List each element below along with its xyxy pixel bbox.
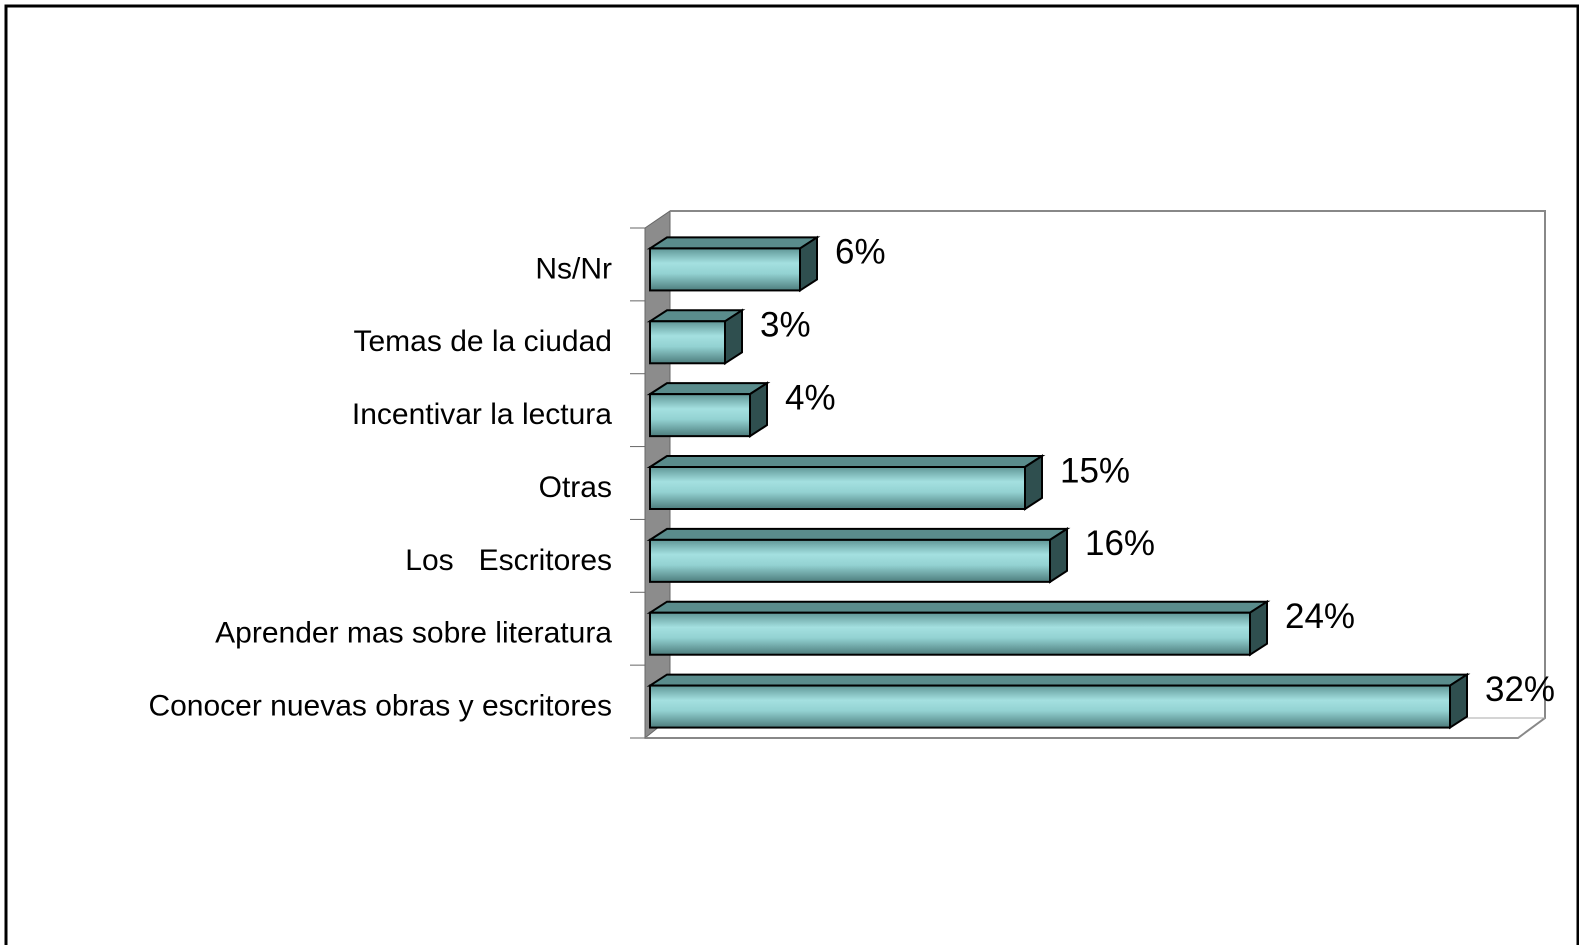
category-label: Incentivar la lectura (352, 398, 612, 431)
data-label: 6% (835, 233, 886, 272)
bar (649, 538, 1051, 583)
bar (649, 684, 1451, 729)
bar-top (646, 455, 1046, 468)
bar (649, 247, 801, 292)
bar-top (646, 600, 1271, 614)
bar (649, 466, 1026, 510)
bar-top (646, 236, 821, 250)
category-label: Otras (539, 471, 612, 504)
bar (649, 320, 726, 365)
category-label: Conocer nuevas obras y escritores (148, 689, 612, 722)
data-label: 32% (1485, 670, 1555, 709)
category-label: Los Escritores (405, 544, 612, 577)
category-label: Temas de la ciudad (354, 325, 613, 358)
category-label: Aprender mas sobre literatura (215, 617, 612, 650)
bar (649, 393, 751, 438)
bar-top (646, 382, 771, 396)
bar-top (646, 527, 1071, 541)
data-label: 15% (1060, 451, 1130, 490)
data-label: 3% (760, 306, 811, 345)
data-label: 4% (785, 378, 836, 417)
bar-top (646, 673, 1471, 687)
data-label: 24% (1285, 597, 1355, 636)
bar (649, 611, 1251, 656)
data-label: 16% (1085, 524, 1155, 563)
category-label: Ns/Nr (535, 252, 612, 285)
frame (4, 4, 1579, 945)
